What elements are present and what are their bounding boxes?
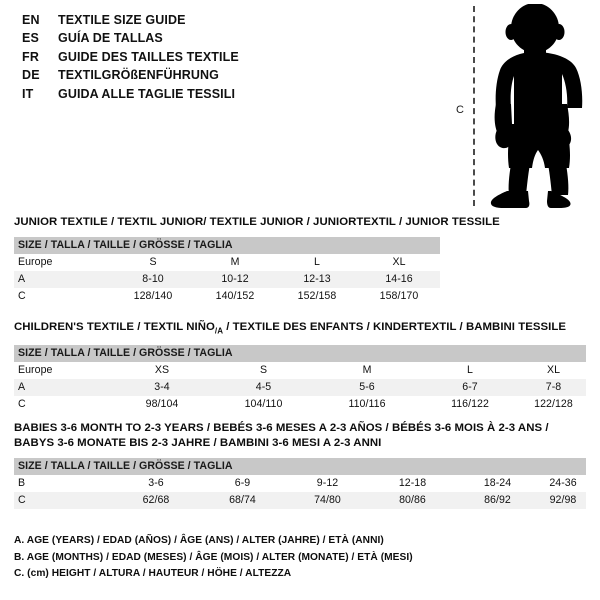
cell: M <box>230 256 240 268</box>
cell: 116/122 <box>451 398 489 411</box>
language-row-en: EN TEXTILE SIZE GUIDE <box>22 13 442 31</box>
row-label: A <box>14 271 112 288</box>
cell: 62/68 <box>112 492 200 509</box>
cell: 5-6 <box>315 379 419 397</box>
cell: 86/92 <box>455 492 540 509</box>
cell: 158/170 <box>379 290 419 302</box>
cell: 6-7 <box>419 379 521 397</box>
children-size-table: Europe XS S M L XL A 3-4 4-5 5-6 6-7 7-8… <box>14 362 586 413</box>
cell: 110/116 <box>348 398 386 411</box>
table-row: Europe S M L XL <box>14 254 440 271</box>
legend-line-c: C. (cm) HEIGHT / ALTURA / HAUTEUR / HÖHE… <box>14 568 292 579</box>
height-figure: C <box>440 0 600 212</box>
cell: 98/104 <box>145 398 179 411</box>
section-babies-title-line2: BABYS 3-6 MONATE BIS 2-3 JAHRE / BAMBINI… <box>14 437 382 449</box>
language-row-de: DE TEXTILGRÖßENFÜHRUNG <box>22 68 442 86</box>
table-row: A 8-10 10-12 12-13 14-16 <box>14 271 440 288</box>
legend-block: A. AGE (YEARS) / EDAD (AÑOS) / ÂGE (ANS)… <box>14 533 574 583</box>
legend-line-b: B. AGE (MONTHS) / EDAD (MESES) / ÂGE (MO… <box>14 551 413 563</box>
table-row: Europe XS S M L XL <box>14 362 586 379</box>
row-label: A <box>14 379 112 397</box>
language-title-de: TEXTILGRÖßENFÜHRUNG <box>58 68 219 83</box>
cell: 128/140 <box>133 290 173 302</box>
cell: S <box>259 364 268 377</box>
section-babies-textile: BABIES 3-6 MONTH TO 2-3 YEARS / BEBÉS 3-… <box>14 421 586 509</box>
cell: 14-16 <box>358 271 440 288</box>
row-label: Europe <box>18 364 53 377</box>
cell: 122/128 <box>534 398 573 411</box>
cell: 18-24 <box>483 477 512 489</box>
section-junior-size-band: SIZE / TALLA / TAILLE / GRÖSSE / TAGLIA <box>14 237 440 254</box>
cell: L <box>314 256 320 268</box>
section-junior-title: JUNIOR TEXTILE / TEXTIL JUNIOR/ TEXTILE … <box>14 216 500 228</box>
cell: 12-18 <box>398 477 427 489</box>
section-junior-textile: JUNIOR TEXTILE / TEXTIL JUNIOR/ TEXTILE … <box>14 215 500 305</box>
cell: 140/152 <box>215 290 255 302</box>
row-label: B <box>18 477 26 489</box>
language-row-fr: FR GUIDE DES TAILLES TEXTILE <box>22 50 442 68</box>
section-babies-size-band: SIZE / TALLA / TAILLE / GRÖSSE / TAGLIA <box>14 458 586 475</box>
language-code-it: IT <box>22 86 34 101</box>
cell: 68/74 <box>200 492 285 509</box>
babies-size-table: B 3-6 6-9 9-12 12-18 18-24 24-36 C 62/68… <box>14 475 586 509</box>
table-row: C 62/68 68/74 74/80 80/86 86/92 92/98 <box>14 492 586 509</box>
cell: 3-4 <box>112 379 212 397</box>
table-row: C 128/140 140/152 152/158 158/170 <box>14 288 440 305</box>
section-children-title-pre: CHILDREN'S TEXTILE / TEXTIL NIÑO <box>14 321 215 333</box>
cell: 4-5 <box>212 379 315 397</box>
language-title-block: EN TEXTILE SIZE GUIDE ES GUÍA DE TALLAS … <box>22 13 442 105</box>
table-row: C 98/104 104/110 110/116 116/122 122/128 <box>14 396 586 413</box>
cell: 7-8 <box>521 379 586 397</box>
cell: 80/86 <box>370 492 455 509</box>
cell: 104/110 <box>244 398 283 411</box>
language-row-it: IT GUIDA ALLE TAGLIE TESSILI <box>22 87 442 105</box>
height-dashed-line <box>473 6 475 206</box>
section-children-title-sub: /A <box>214 326 224 336</box>
cell: 92/98 <box>540 492 586 509</box>
cell: XL <box>392 256 406 268</box>
cell: 10-12 <box>194 271 276 288</box>
language-code-fr: FR <box>22 49 40 64</box>
toddler-silhouette-icon <box>490 4 583 208</box>
table-row: A 3-4 4-5 5-6 6-7 7-8 <box>14 379 586 397</box>
cell: 3-6 <box>148 477 164 489</box>
language-code-es: ES <box>22 31 40 46</box>
height-marker-label: C <box>456 104 465 116</box>
cell: 12-13 <box>276 271 358 288</box>
language-code-en: EN <box>22 13 40 27</box>
cell: S <box>149 256 157 268</box>
section-children-textile: CHILDREN'S TEXTILE / TEXTIL NIÑO/A / TEX… <box>14 320 586 413</box>
junior-size-table: Europe S M L XL A 8-10 10-12 12-13 14-16… <box>14 254 440 305</box>
cell: 8-10 <box>112 271 194 288</box>
row-label: Europe <box>18 256 53 268</box>
cell: M <box>362 364 372 377</box>
cell: 6-9 <box>234 477 251 489</box>
cell: 24-36 <box>549 477 577 489</box>
section-children-size-band: SIZE / TALLA / TAILLE / GRÖSSE / TAGLIA <box>14 345 586 363</box>
language-title-it: GUIDA ALLE TAGLIE TESSILI <box>58 86 236 101</box>
language-title-en: TEXTILE SIZE GUIDE <box>58 13 186 27</box>
cell: 74/80 <box>285 492 370 509</box>
cell: XS <box>154 364 170 377</box>
language-title-es: GUÍA DE TALLAS <box>58 31 163 46</box>
cell: L <box>467 364 473 377</box>
cell: 152/158 <box>297 290 337 302</box>
cell: XL <box>546 364 561 377</box>
language-title-fr: GUIDE DES TAILLES TEXTILE <box>58 49 239 64</box>
section-children-title: CHILDREN'S TEXTILE / TEXTIL NIÑO/A / TEX… <box>14 320 586 338</box>
section-children-title-post: / TEXTILE DES ENFANTS / KINDERTEXTIL / B… <box>223 321 567 333</box>
table-row: B 3-6 6-9 9-12 12-18 18-24 24-36 <box>14 475 586 492</box>
language-row-es: ES GUÍA DE TALLAS <box>22 31 442 49</box>
cell: 9-12 <box>316 477 339 489</box>
row-label: C <box>18 398 26 411</box>
section-babies-title-line1: BABIES 3-6 MONTH TO 2-3 YEARS / BEBÉS 3-… <box>14 422 549 434</box>
legend-line-a: A. AGE (YEARS) / EDAD (AÑOS) / ÂGE (ANS)… <box>14 535 384 546</box>
language-code-de: DE <box>22 68 40 83</box>
row-label: C <box>14 492 112 509</box>
row-label: C <box>18 290 26 302</box>
